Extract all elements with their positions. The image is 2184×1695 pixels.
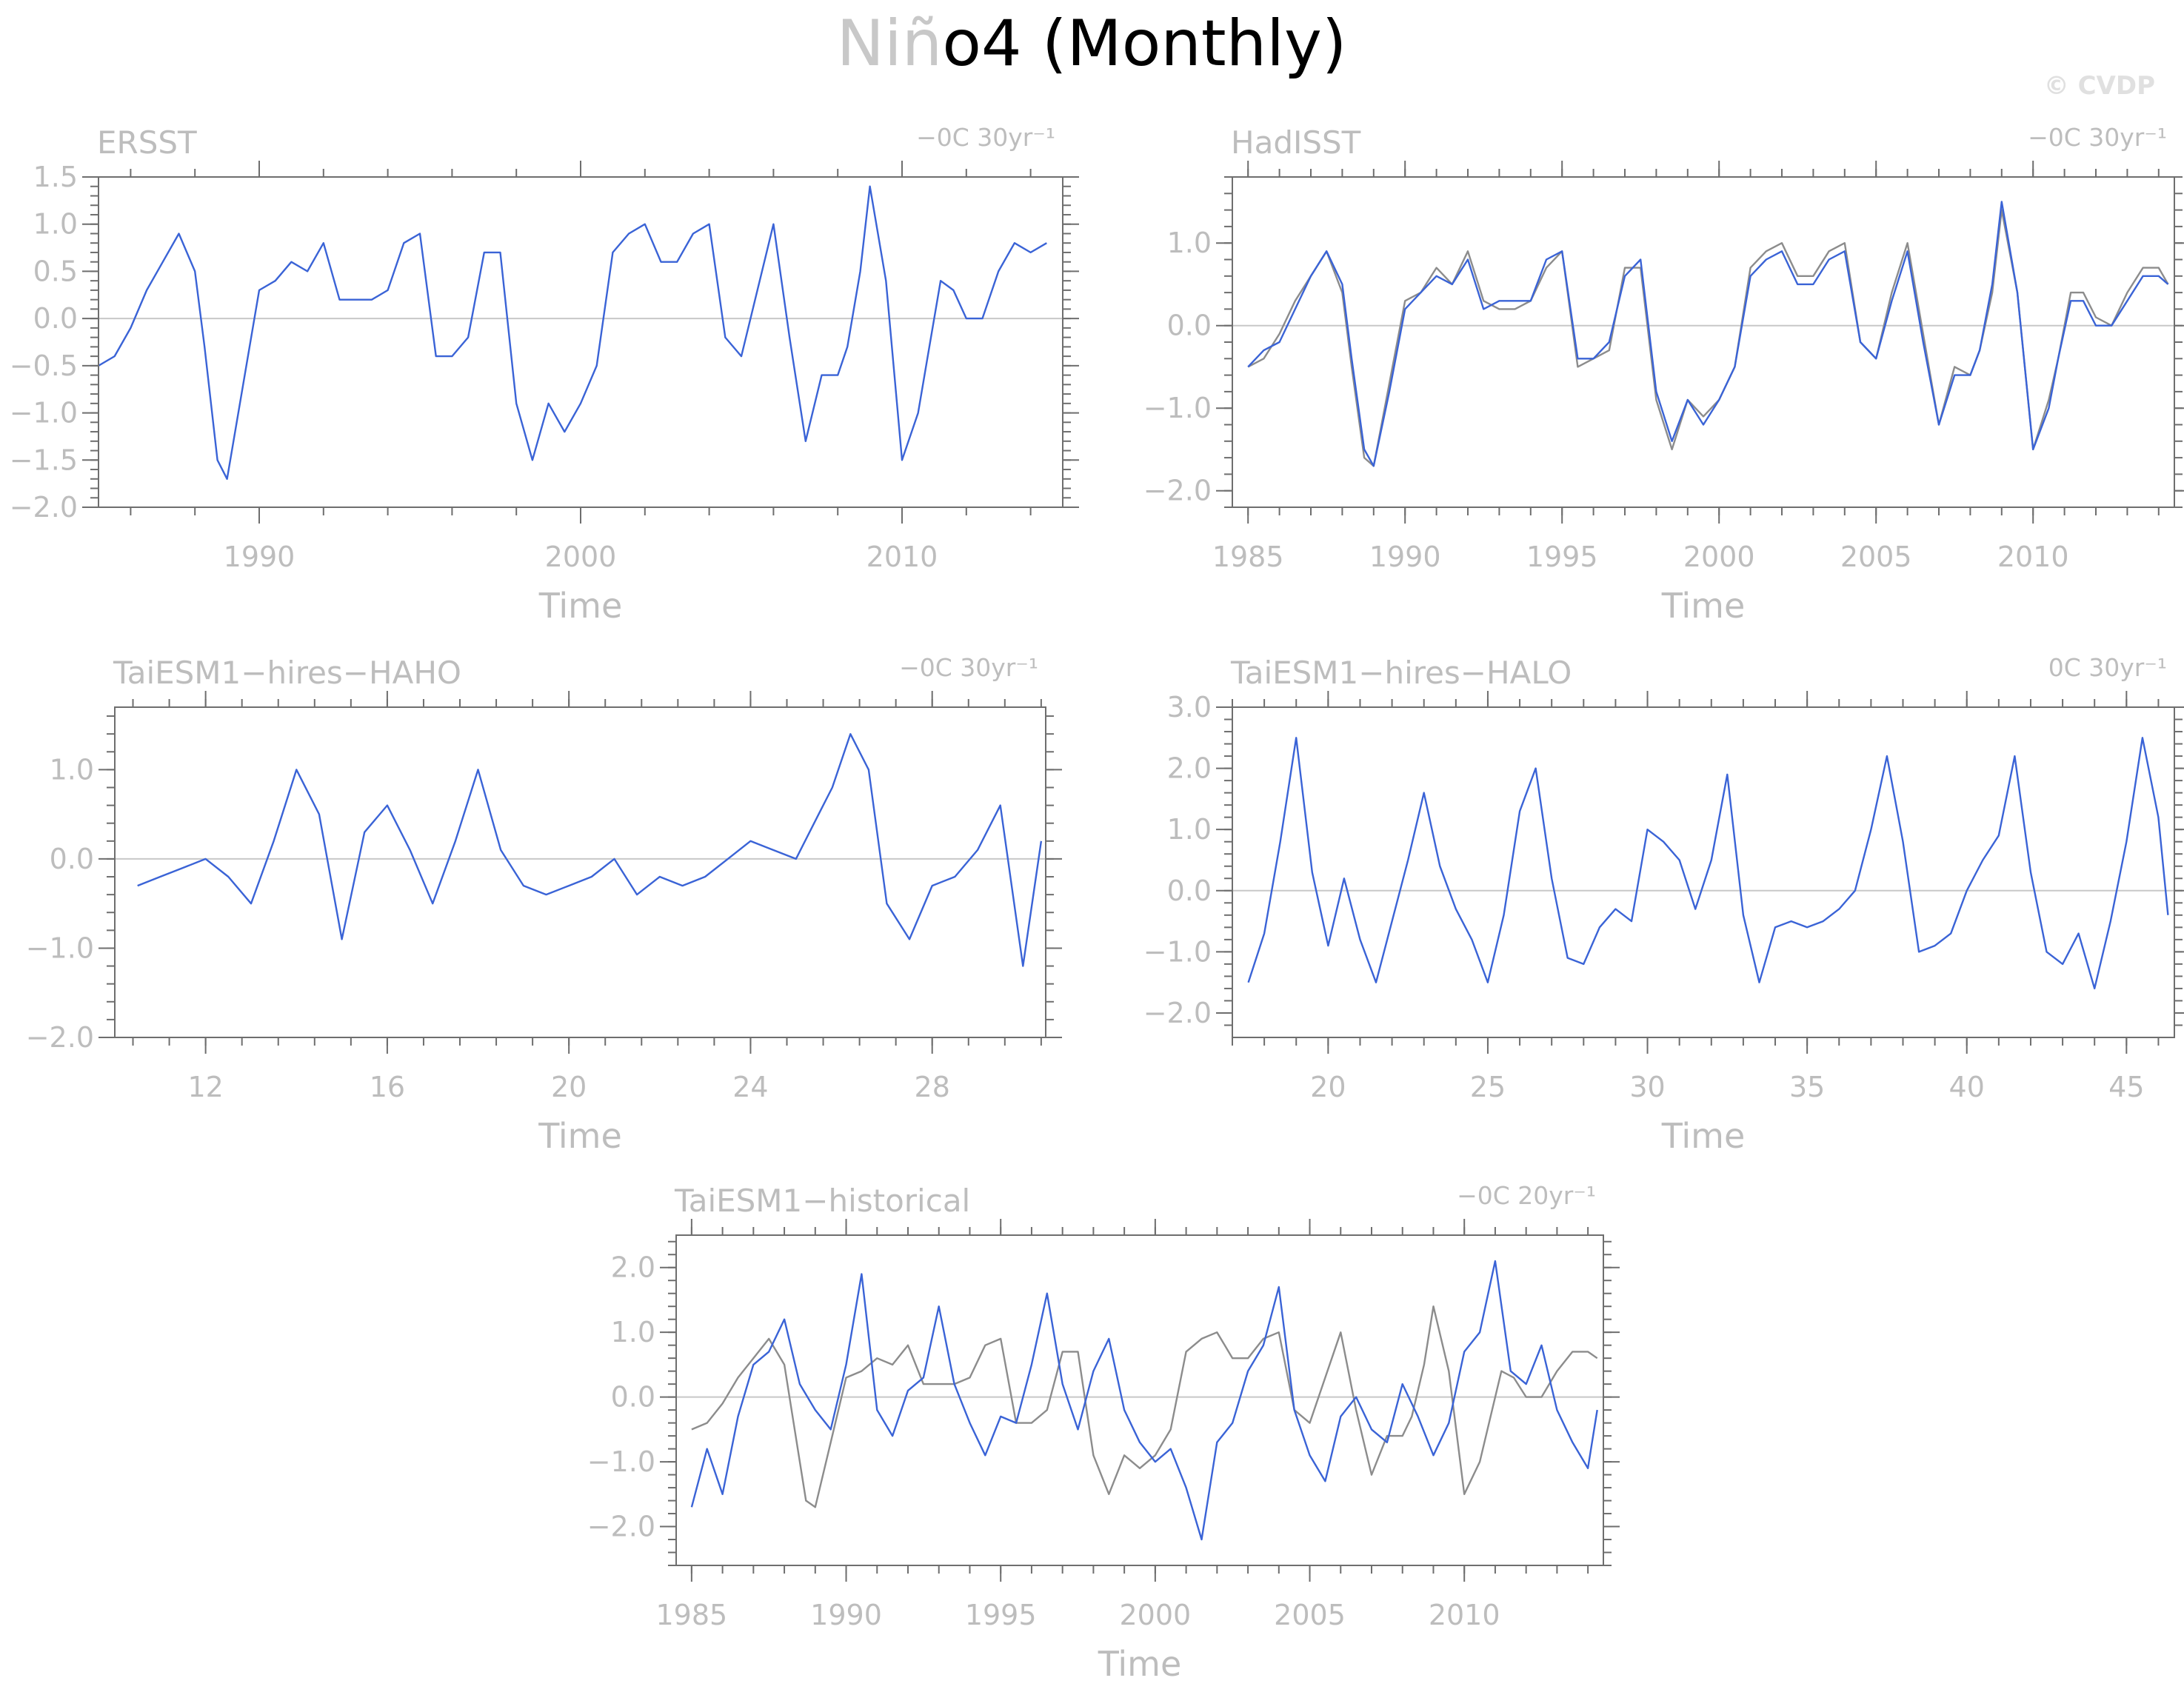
y-tick-label: 0.0 — [33, 302, 78, 335]
panel-title: TaiESM1−hires−HAHO — [113, 655, 461, 691]
panel-title: TaiESM1−hires−HALO — [1230, 655, 1572, 691]
y-tick-label: 1.0 — [1167, 813, 1212, 846]
x-tick-label: 35 — [1789, 1071, 1825, 1103]
x-axis-title: Time — [538, 586, 623, 626]
y-tick-label: 0.0 — [1167, 875, 1212, 907]
x-tick-label: 25 — [1470, 1071, 1506, 1103]
y-tick-label: −2.0 — [10, 491, 78, 524]
chart-panel-4: TaiESM1−hires−HALO 0C 30yr⁻¹ −2.0 −1.0 0.0 1.… — [1143, 653, 2184, 1156]
y-tick-label: 1.5 — [33, 161, 78, 193]
y-tick-label: 1.0 — [33, 208, 78, 241]
x-tick-label: 1985 — [656, 1599, 728, 1631]
chart-panel-5: TaiESM1−historical −0C 20yr⁻¹ −2.0 −1.0 0.0 1… — [587, 1181, 1620, 1684]
x-tick-label: 1985 — [1212, 541, 1284, 573]
y-tick-label: 2.0 — [611, 1251, 655, 1284]
trend-label: −0C 30yr⁻¹ — [899, 653, 1038, 682]
figure-title-part-b: o4 (Monthly) — [942, 7, 1346, 81]
trend-label: 0C 30yr⁻¹ — [2048, 653, 2167, 682]
panel-title: HadISST — [1231, 124, 1361, 161]
copyright-watermark: © CVDP — [2044, 71, 2155, 101]
x-tick-label: 2005 — [1274, 1599, 1346, 1631]
y-tick-label: −2.0 — [1143, 997, 1212, 1029]
x-tick-label: 1990 — [1369, 541, 1441, 573]
y-tick-label: 0.0 — [50, 843, 94, 875]
x-tick-label: 45 — [2108, 1071, 2144, 1103]
x-axis-title: Time — [1098, 1644, 1182, 1684]
x-tick-label: 30 — [1629, 1071, 1665, 1103]
x-tick-label: 1995 — [965, 1599, 1037, 1631]
x-tick-label: 1995 — [1526, 541, 1598, 573]
y-tick-label: −1.0 — [587, 1445, 655, 1478]
plot-frame — [98, 176, 1063, 508]
y-tick-label: −1.5 — [10, 444, 78, 476]
plot-frame — [114, 706, 1046, 1038]
figure-title-part-a: Niñ — [837, 7, 943, 81]
series-line-model — [1247, 201, 2169, 467]
x-tick-label: 2000 — [1120, 1599, 1192, 1631]
plot-frame — [1232, 176, 2175, 508]
y-tick-label: 3.0 — [1167, 691, 1212, 723]
x-tick-label: 20 — [1310, 1071, 1346, 1103]
x-tick-label: 40 — [1949, 1071, 1985, 1103]
x-tick-label: 2000 — [545, 541, 617, 573]
y-tick-label: −2.0 — [1143, 475, 1212, 507]
figure-title: Niño4 (Monthly) — [837, 7, 1347, 81]
y-tick-label: 2.0 — [1167, 752, 1212, 785]
plot-frame — [1232, 706, 2175, 1038]
x-tick-label: 1990 — [810, 1599, 882, 1631]
x-tick-label: 24 — [732, 1071, 768, 1103]
y-tick-label: −2.0 — [587, 1511, 655, 1543]
x-tick-label: 1990 — [224, 541, 295, 573]
trend-label: −0C 30yr⁻¹ — [2028, 123, 2167, 152]
series-line-model — [137, 733, 1043, 967]
series-line-model — [98, 185, 1047, 480]
trend-label: −0C 30yr⁻¹ — [916, 123, 1055, 152]
panel-title: TaiESM1−historical — [674, 1183, 970, 1219]
series-line-observed — [691, 1305, 1598, 1508]
y-tick-label: −1.0 — [1143, 935, 1212, 968]
x-tick-label: 2000 — [1683, 541, 1755, 573]
trend-label: −0C 20yr⁻¹ — [1457, 1181, 1596, 1210]
x-tick-label: 28 — [915, 1071, 950, 1103]
x-tick-label: 2010 — [1429, 1599, 1500, 1631]
x-tick-label: 2010 — [1997, 541, 2069, 573]
y-tick-label: 1.0 — [1167, 227, 1212, 259]
y-tick-label: 0.0 — [611, 1381, 655, 1414]
chart-panel-2: HadISST −0C 30yr⁻¹ −2.0 −1.0 0.0 1.0 1985 1990 1… — [1143, 123, 2184, 626]
series-line-model — [690, 1260, 1598, 1541]
panel-title: ERSST — [97, 124, 197, 161]
y-tick-label: 1.0 — [50, 753, 94, 786]
x-tick-label: 12 — [187, 1071, 223, 1103]
x-tick-label: 2010 — [866, 541, 938, 573]
x-tick-label: 2005 — [1840, 541, 1912, 573]
plot-frame — [675, 1234, 1604, 1566]
y-tick-label: −0.5 — [10, 350, 78, 382]
x-tick-label: 16 — [370, 1071, 405, 1103]
x-axis-title: Time — [1661, 586, 1746, 626]
chart-panel-3: TaiESM1−hires−HAHO −0C 30yr⁻¹ −2.0 −1.0 0.0 1… — [26, 653, 1062, 1156]
x-tick-label: 20 — [551, 1071, 587, 1103]
y-tick-label: 1.0 — [611, 1316, 655, 1348]
y-tick-label: −1.0 — [10, 397, 78, 429]
y-tick-label: −1.0 — [26, 932, 94, 964]
y-tick-label: −2.0 — [26, 1021, 94, 1054]
x-axis-title: Time — [538, 1116, 622, 1156]
panels-group: ERSST −0C 30yr⁻¹ −2.0 −1.5 −1.0 −0.5 0.0 0.5 1.0… — [10, 123, 2184, 1684]
series-line-model — [1247, 737, 2169, 990]
chart-panel-1: ERSST −0C 30yr⁻¹ −2.0 −1.5 −1.0 −0.5 0.0 0.5 1.0… — [10, 123, 1079, 626]
x-axis-title: Time — [1661, 1116, 1746, 1156]
y-tick-label: 0.0 — [1167, 310, 1212, 342]
y-tick-label: 0.5 — [33, 255, 78, 287]
y-tick-label: −1.0 — [1143, 392, 1212, 424]
